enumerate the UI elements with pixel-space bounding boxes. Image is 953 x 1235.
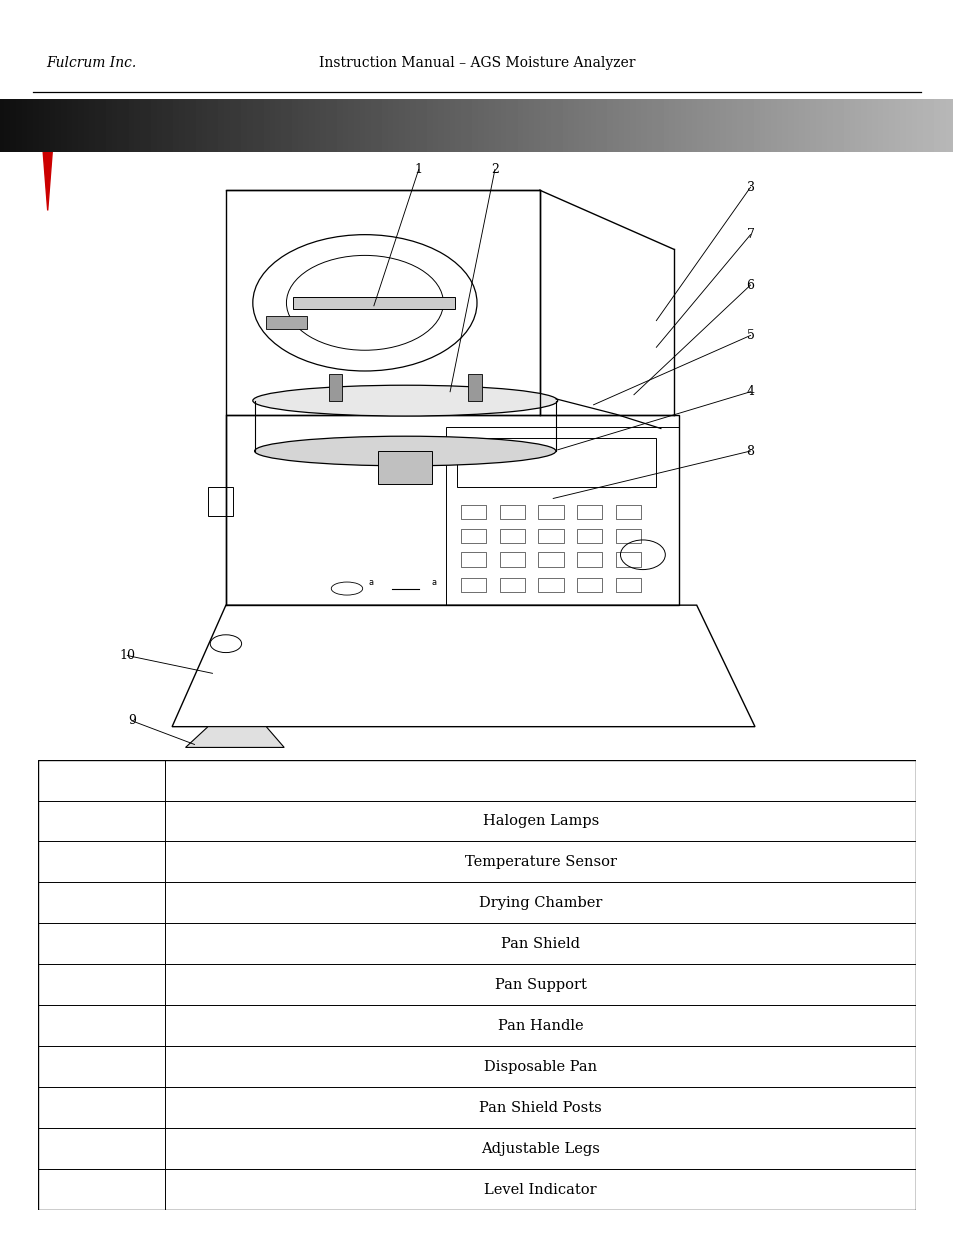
Text: Pan Shield: Pan Shield	[500, 937, 579, 951]
Polygon shape	[40, 112, 55, 210]
Text: Level Indicator: Level Indicator	[484, 1183, 597, 1197]
Text: 7: 7	[746, 228, 754, 241]
Bar	[616, 578, 640, 592]
Bar	[577, 552, 601, 567]
Text: 3: 3	[746, 180, 754, 194]
Text: Temperature Sensor: Temperature Sensor	[464, 855, 616, 869]
Bar	[499, 505, 524, 519]
Text: 9: 9	[128, 714, 135, 727]
Bar	[266, 316, 306, 330]
Bar	[468, 374, 481, 400]
Text: 4: 4	[746, 385, 754, 398]
Text: 1: 1	[415, 163, 422, 175]
Bar	[616, 505, 640, 519]
Bar	[460, 529, 485, 543]
Bar	[328, 374, 342, 400]
Bar	[537, 552, 563, 567]
Bar	[293, 296, 454, 309]
Text: Instruction Manual – AGS Moisture Analyzer: Instruction Manual – AGS Moisture Analyz…	[318, 56, 635, 69]
Bar	[537, 529, 563, 543]
Bar	[208, 487, 233, 516]
Text: Adjustable Legs: Adjustable Legs	[480, 1142, 599, 1156]
Bar	[460, 578, 485, 592]
Text: Fulcrum Inc.: Fulcrum Inc.	[46, 56, 136, 69]
Bar	[445, 427, 679, 605]
Text: Drying Chamber: Drying Chamber	[478, 895, 601, 910]
Text: Halogen Lamps: Halogen Lamps	[482, 814, 598, 827]
Bar	[499, 529, 524, 543]
Bar	[616, 552, 640, 567]
Bar	[577, 529, 601, 543]
Ellipse shape	[254, 436, 556, 466]
Bar	[537, 505, 563, 519]
Bar	[537, 578, 563, 592]
Text: Pan Shield Posts: Pan Shield Posts	[478, 1100, 601, 1115]
Text: a: a	[368, 578, 374, 587]
Text: Pan Handle: Pan Handle	[497, 1019, 583, 1032]
Bar	[616, 529, 640, 543]
Bar	[226, 190, 539, 415]
Bar	[460, 552, 485, 567]
Text: 6: 6	[746, 279, 754, 291]
Bar	[499, 552, 524, 567]
Bar	[577, 505, 601, 519]
Text: 10: 10	[119, 650, 135, 662]
Ellipse shape	[253, 385, 558, 416]
Text: 2: 2	[491, 163, 498, 175]
Polygon shape	[185, 726, 284, 747]
Text: a: a	[431, 578, 436, 587]
Bar	[378, 451, 432, 484]
Bar	[499, 578, 524, 592]
Bar	[456, 438, 656, 487]
Bar	[577, 578, 601, 592]
Text: 5: 5	[746, 329, 754, 342]
Text: Disposable Pan: Disposable Pan	[483, 1060, 597, 1074]
Text: Pan Support: Pan Support	[495, 978, 586, 992]
Text: 8: 8	[746, 445, 754, 457]
Bar	[460, 505, 485, 519]
Bar	[226, 415, 679, 605]
